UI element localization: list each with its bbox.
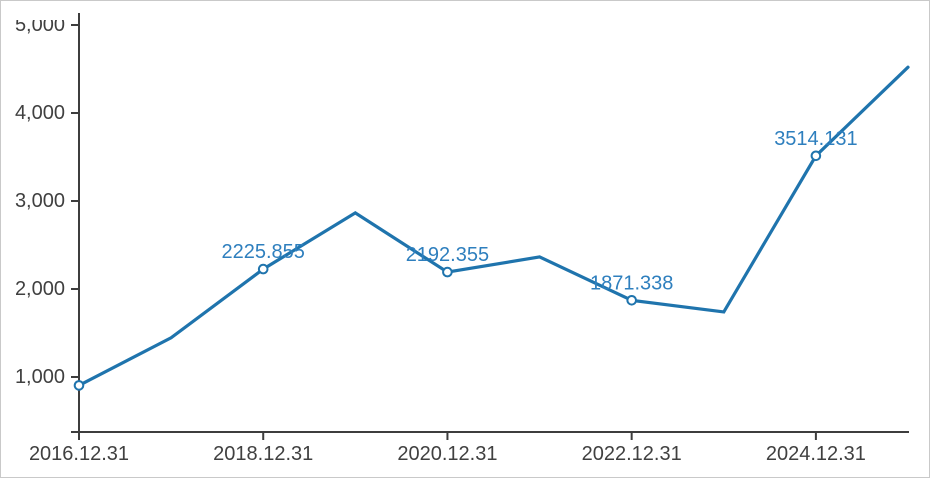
x-tick-label: 2020.12.31 [397,443,497,465]
x-tick-label: 2022.12.31 [582,443,682,465]
xtick-labels-layer: 2016.12.31 2018.12.31 2020.12.31 2022.12.31… [29,443,866,465]
series-layer [77,65,910,387]
y-tick-label: 4,000 [15,102,65,124]
x-tick-label: 2018.12.31 [213,443,313,465]
data-point-marker[interactable] [626,295,638,306]
data-point-marker[interactable] [257,263,269,275]
data-point-marker[interactable] [73,380,85,391]
point-label-layer: 2225.855 2192.355 1871.338 3514.131 [221,128,857,294]
series-line[interactable] [77,65,910,387]
y-tick-label: 2,000 [15,278,65,300]
y-tick-label: 3,000 [15,190,65,212]
y-tick-label: 1,000 [15,366,65,388]
data-point-label: 1871.338 [590,272,673,294]
data-point-marker[interactable] [442,266,453,278]
x-tick-label: 2016.12.31 [29,443,129,465]
data-point-label: 2192.355 [406,244,489,266]
marker-layer [73,150,822,391]
x-tick-label: 2024.12.31 [766,443,866,465]
y-tick-label: 5,000 [15,14,65,36]
data-point-label: 2225.855 [221,241,304,263]
data-point-label: 3514.131 [774,128,857,150]
axes-layer [71,13,909,440]
ytick-labels-layer: 1,000 2,000 3,000 4,000 5,000 [15,14,65,388]
data-point-marker[interactable] [810,150,822,162]
